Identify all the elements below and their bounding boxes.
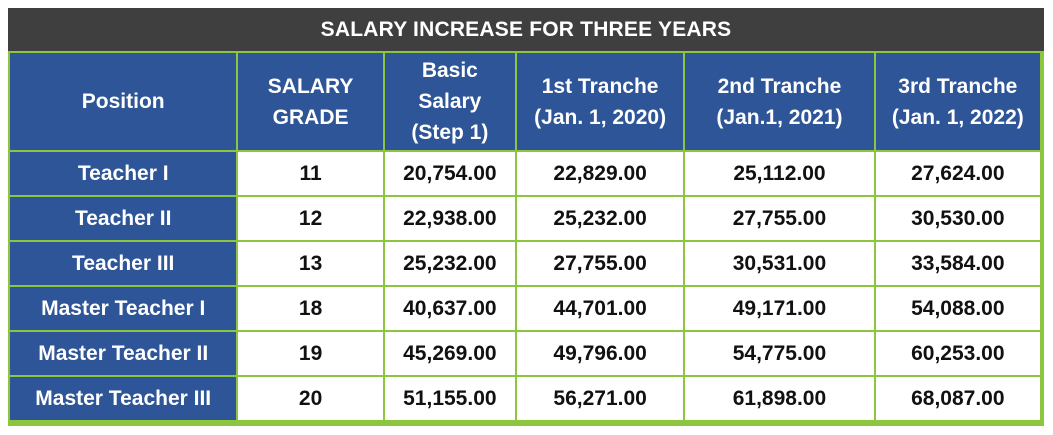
table-row: Master Teacher II 19 45,269.00 49,796.00… xyxy=(10,332,1040,375)
salary-table: Position SALARY GRADE Basic Salary (Step… xyxy=(8,51,1042,422)
grade-cell: 18 xyxy=(238,287,383,330)
header-basic-salary-line-1: Basic xyxy=(421,59,478,82)
grade-cell: 12 xyxy=(238,197,383,240)
header-tranche-1-line-2: (Jan. 1, 2020) xyxy=(534,105,667,129)
header-salary-grade-line-1: SALARY xyxy=(267,74,354,98)
header-position: Position xyxy=(10,53,237,150)
header-tranche-3: 3rd Tranche (Jan. 1, 2022) xyxy=(875,53,1040,150)
position-cell: Teacher III xyxy=(10,242,237,285)
header-tranche-2-line-2: (Jan.1, 2021) xyxy=(716,105,843,129)
tranche-3-cell: 60,253.00 xyxy=(875,332,1040,375)
header-tranche-1-line-1: 1st Tranche xyxy=(541,74,659,98)
tranche-1-cell: 22,829.00 xyxy=(516,152,684,195)
position-cell: Master Teacher I xyxy=(10,287,237,330)
header-tranche-2-line-1: 2nd Tranche xyxy=(717,74,842,98)
grade-cell: 13 xyxy=(238,242,383,285)
position-cell: Master Teacher III xyxy=(10,377,237,420)
table-row: Teacher I 11 20,754.00 22,829.00 25,112.… xyxy=(10,152,1040,195)
tranche-1-cell: 49,796.00 xyxy=(516,332,684,375)
basic-salary-cell: 22,938.00 xyxy=(384,197,515,240)
table-row: Teacher II 12 22,938.00 25,232.00 27,755… xyxy=(10,197,1040,240)
tranche-3-cell: 68,087.00 xyxy=(875,377,1040,420)
tranche-2-cell: 25,112.00 xyxy=(685,152,874,195)
header-position-label: Position xyxy=(81,90,165,113)
header-row: Position SALARY GRADE Basic Salary (Step… xyxy=(10,53,1040,150)
tranche-3-cell: 30,530.00 xyxy=(875,197,1040,240)
table-row: Master Teacher III 20 51,155.00 56,271.0… xyxy=(10,377,1040,420)
position-cell: Teacher I xyxy=(10,152,237,195)
tranche-1-cell: 27,755.00 xyxy=(516,242,684,285)
basic-salary-cell: 20,754.00 xyxy=(384,152,515,195)
tranche-2-cell: 61,898.00 xyxy=(685,377,874,420)
tranche-3-cell: 27,624.00 xyxy=(875,152,1040,195)
header-tranche-1: 1st Tranche (Jan. 1, 2020) xyxy=(516,53,684,150)
header-tranche-3-line-2: (Jan. 1, 2022) xyxy=(891,105,1024,129)
header-tranche-2: 2nd Tranche (Jan.1, 2021) xyxy=(685,53,874,150)
table-title: SALARY INCREASE FOR THREE YEARS xyxy=(8,8,1044,51)
tranche-1-cell: 44,701.00 xyxy=(516,287,684,330)
table-row: Teacher III 13 25,232.00 27,755.00 30,53… xyxy=(10,242,1040,285)
tranche-3-cell: 54,088.00 xyxy=(875,287,1040,330)
grade-cell: 19 xyxy=(238,332,383,375)
tranche-2-cell: 30,531.00 xyxy=(685,242,874,285)
grade-cell: 11 xyxy=(238,152,383,195)
tranche-2-cell: 54,775.00 xyxy=(685,332,874,375)
tranche-1-cell: 56,271.00 xyxy=(516,377,684,420)
header-basic-salary-line-3: (Step 1) xyxy=(411,121,489,144)
tranche-1-cell: 25,232.00 xyxy=(516,197,684,240)
header-salary-grade: SALARY GRADE xyxy=(238,53,383,150)
grade-cell: 20 xyxy=(238,377,383,420)
header-basic-salary-line-2: Salary xyxy=(418,90,482,113)
table-row: Master Teacher I 18 40,637.00 44,701.00 … xyxy=(10,287,1040,330)
header-basic-salary: Basic Salary (Step 1) xyxy=(384,53,515,150)
basic-salary-cell: 40,637.00 xyxy=(384,287,515,330)
salary-table-frame: SALARY INCREASE FOR THREE YEARS Position… xyxy=(8,8,1044,426)
header-salary-grade-line-2: GRADE xyxy=(272,105,349,129)
header-tranche-3-line-1: 3rd Tranche xyxy=(898,74,1018,98)
basic-salary-cell: 45,269.00 xyxy=(384,332,515,375)
tranche-3-cell: 33,584.00 xyxy=(875,242,1040,285)
position-cell: Master Teacher II xyxy=(10,332,237,375)
tranche-2-cell: 27,755.00 xyxy=(685,197,874,240)
basic-salary-cell: 51,155.00 xyxy=(384,377,515,420)
position-cell: Teacher II xyxy=(10,197,237,240)
tranche-2-cell: 49,171.00 xyxy=(685,287,874,330)
basic-salary-cell: 25,232.00 xyxy=(384,242,515,285)
